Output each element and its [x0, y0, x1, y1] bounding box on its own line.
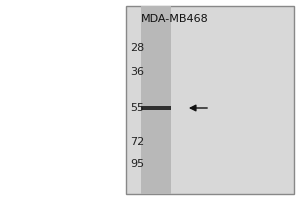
Bar: [141, 106, 171, 110]
Bar: [126, 6, 294, 194]
Text: 95: 95: [130, 159, 144, 169]
Text: 36: 36: [130, 67, 144, 77]
Text: 55: 55: [130, 103, 144, 113]
Text: 72: 72: [130, 137, 144, 147]
Bar: [141, 6, 171, 194]
Text: 28: 28: [130, 43, 144, 53]
Text: MDA-MB468: MDA-MB468: [141, 14, 209, 24]
